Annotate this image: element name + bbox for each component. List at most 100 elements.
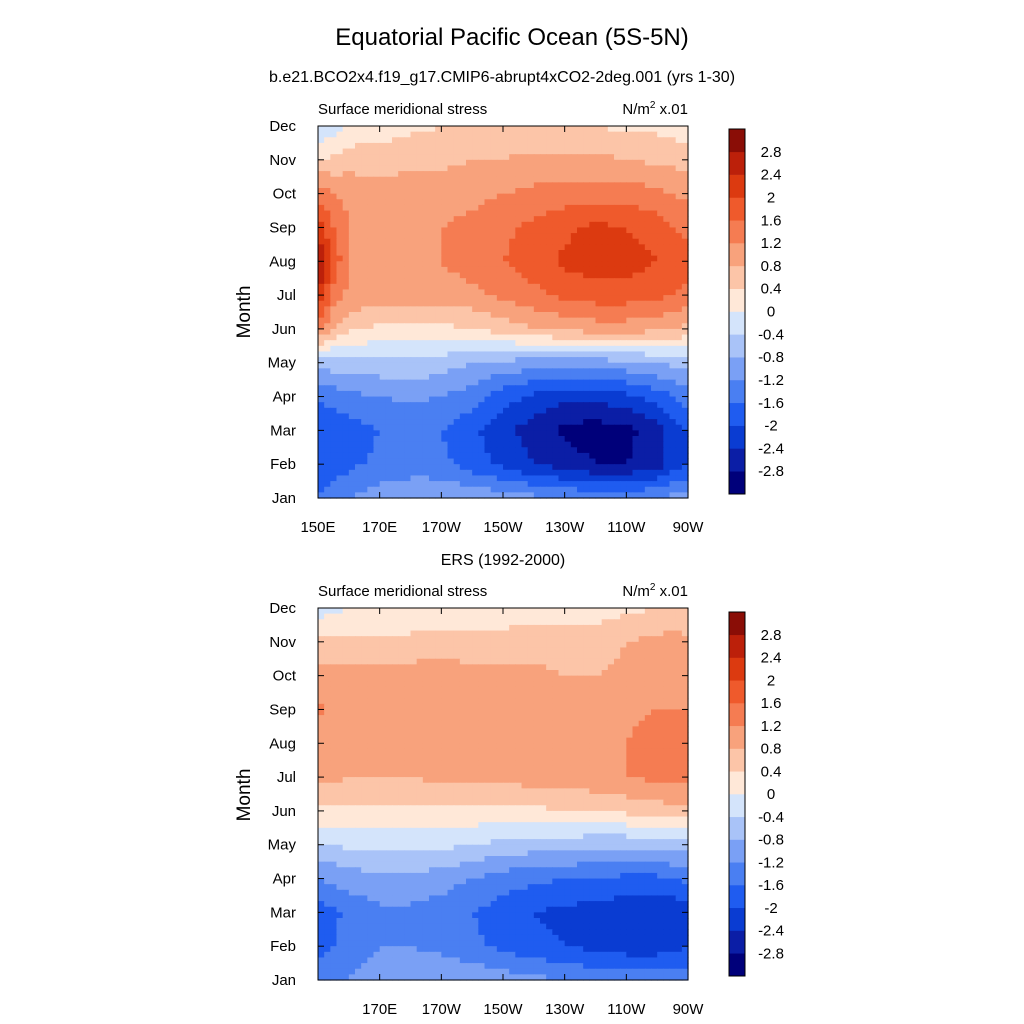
heatmap-cell bbox=[459, 481, 467, 488]
heatmap-cell bbox=[675, 334, 683, 341]
heatmap-cell bbox=[681, 653, 689, 660]
heatmap-cell bbox=[527, 323, 535, 330]
heatmap-cell bbox=[675, 675, 683, 682]
heatmap-cell bbox=[379, 261, 387, 268]
heatmap-cell bbox=[404, 624, 412, 632]
heatmap-cell bbox=[589, 266, 597, 274]
heatmap-cell bbox=[355, 464, 362, 471]
heatmap-cell bbox=[484, 334, 492, 341]
heatmap-cell bbox=[429, 357, 436, 364]
heatmap-cell bbox=[429, 283, 436, 291]
heatmap-cell bbox=[355, 266, 362, 274]
heatmap-cell bbox=[392, 692, 399, 699]
heatmap-cell bbox=[595, 647, 603, 654]
heatmap-cell bbox=[638, 283, 646, 291]
heatmap-cell bbox=[546, 670, 553, 677]
heatmap-cell bbox=[620, 334, 627, 341]
heatmap-cell bbox=[651, 458, 658, 465]
heatmap-cell bbox=[422, 641, 430, 649]
heatmap-cell bbox=[447, 390, 455, 398]
heatmap-cell bbox=[330, 351, 338, 358]
heatmap-cell bbox=[657, 328, 664, 336]
heatmap-cell bbox=[564, 148, 572, 155]
heatmap-cell bbox=[422, 390, 430, 398]
heatmap-cell bbox=[416, 692, 424, 699]
heatmap-cell bbox=[558, 464, 566, 471]
heatmap-cell bbox=[385, 238, 393, 245]
heatmap-cell bbox=[509, 345, 516, 353]
heatmap-cell bbox=[429, 458, 436, 465]
heatmap-cell bbox=[515, 379, 523, 386]
heatmap-cell bbox=[472, 323, 479, 330]
heatmap-cell bbox=[607, 647, 615, 654]
heatmap-cell bbox=[422, 159, 430, 167]
heatmap-cell bbox=[466, 289, 473, 296]
heatmap-cell bbox=[657, 686, 664, 694]
heatmap-cell bbox=[490, 374, 498, 381]
heatmap-cell bbox=[632, 675, 640, 682]
heatmap-cell bbox=[577, 619, 584, 626]
heatmap-cell bbox=[632, 613, 640, 620]
heatmap-cell bbox=[503, 306, 510, 313]
heatmap-cell bbox=[416, 142, 424, 150]
heatmap-cell bbox=[552, 351, 560, 358]
heatmap-cell bbox=[515, 357, 523, 364]
heatmap-cell bbox=[385, 176, 393, 183]
heatmap-cell bbox=[503, 670, 510, 677]
heatmap-cell bbox=[570, 272, 578, 279]
heatmap-cell bbox=[503, 142, 510, 150]
heatmap-cell bbox=[324, 670, 331, 677]
heatmap-cell bbox=[398, 608, 405, 615]
heatmap-cell bbox=[509, 407, 516, 415]
heatmap-cell bbox=[453, 289, 461, 296]
heatmap-cell bbox=[453, 464, 461, 471]
heatmap-cell bbox=[404, 188, 412, 195]
heatmap-cell bbox=[324, 238, 331, 245]
heatmap-cell bbox=[558, 199, 566, 206]
heatmap-cell bbox=[342, 317, 350, 324]
heatmap-cell bbox=[540, 430, 547, 437]
heatmap-cell bbox=[447, 608, 455, 615]
heatmap-cell bbox=[330, 283, 338, 291]
heatmap-cell bbox=[564, 675, 572, 682]
heatmap-cell bbox=[663, 424, 671, 431]
heatmap-cell bbox=[447, 176, 455, 183]
heatmap-cell bbox=[441, 300, 449, 307]
heatmap-cell bbox=[373, 407, 381, 415]
heatmap-cell bbox=[342, 385, 350, 392]
heatmap-cell bbox=[453, 340, 461, 347]
heatmap-cell bbox=[379, 458, 387, 465]
heatmap-cell bbox=[601, 278, 609, 285]
heatmap-cell bbox=[614, 340, 621, 347]
heatmap-cell bbox=[632, 176, 640, 183]
heatmap-cell bbox=[533, 475, 541, 482]
heatmap-cell bbox=[385, 255, 393, 262]
heatmap-cell bbox=[589, 475, 597, 482]
heatmap-cell bbox=[675, 345, 683, 353]
heatmap-cell bbox=[657, 464, 664, 471]
heatmap-cell bbox=[478, 210, 486, 217]
heatmap-cell bbox=[459, 636, 467, 643]
heatmap-cell bbox=[410, 424, 418, 431]
heatmap-cell bbox=[558, 289, 566, 296]
heatmap-cell bbox=[336, 261, 344, 268]
heatmap-cell bbox=[564, 345, 572, 353]
heatmap-cell bbox=[324, 300, 331, 307]
heatmap-cell bbox=[478, 481, 486, 488]
heatmap-cell bbox=[447, 126, 455, 133]
heatmap-cell bbox=[422, 458, 430, 465]
heatmap-cell bbox=[626, 452, 634, 460]
heatmap-cell bbox=[638, 436, 646, 443]
heatmap-cell bbox=[583, 424, 590, 431]
heatmap-cell bbox=[564, 328, 572, 336]
heatmap-cell bbox=[620, 447, 627, 454]
heatmap-cell bbox=[527, 407, 535, 415]
heatmap-cell bbox=[669, 334, 677, 341]
heatmap-cell bbox=[558, 424, 566, 431]
heatmap-cell bbox=[515, 396, 523, 403]
heatmap-cell bbox=[515, 413, 523, 420]
heatmap-cell bbox=[607, 204, 615, 212]
heatmap-cell bbox=[472, 658, 479, 665]
heatmap-cell bbox=[367, 221, 375, 229]
heatmap-cell bbox=[447, 345, 455, 353]
